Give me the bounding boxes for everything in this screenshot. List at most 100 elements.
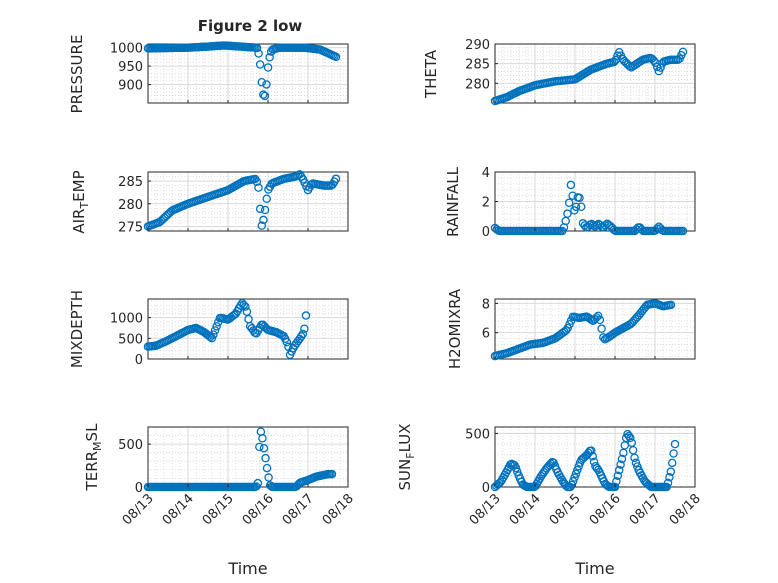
x-axis-label: Time bbox=[227, 559, 267, 578]
data-point bbox=[573, 465, 582, 475]
data-point bbox=[253, 478, 263, 488]
data-point bbox=[575, 193, 584, 203]
data-point bbox=[678, 226, 688, 236]
data-points bbox=[490, 429, 680, 492]
data-point bbox=[631, 458, 641, 467]
y-ticks: 0 500 1000 bbox=[110, 312, 151, 368]
data-point bbox=[258, 434, 267, 443]
x-tick-label: 08/18 bbox=[320, 491, 357, 528]
x-tick-label: 08/14 bbox=[160, 491, 197, 528]
y-tick-label: 285 bbox=[465, 58, 490, 73]
panel-terr-msl: 0 500 TERRMSL 08/13 08/14 08/15 08/16 08/17 08… bbox=[83, 423, 357, 578]
x-tick-label: 08/15 bbox=[547, 491, 584, 528]
axes-box bbox=[147, 298, 349, 360]
data-point bbox=[254, 183, 263, 192]
data-point bbox=[649, 56, 658, 65]
data-point bbox=[260, 205, 270, 215]
data-point bbox=[496, 477, 505, 487]
data-points bbox=[490, 180, 688, 236]
x-tick-label: 08/17 bbox=[280, 491, 317, 528]
data-point bbox=[252, 177, 262, 187]
y-tick-label: 0 bbox=[482, 481, 490, 496]
axes-box bbox=[494, 426, 696, 488]
data-point bbox=[513, 467, 522, 477]
data-points bbox=[143, 41, 341, 101]
data-point bbox=[261, 453, 270, 463]
axes-box bbox=[494, 298, 696, 360]
y-axis-label: PRESSURE bbox=[68, 35, 86, 114]
y-tick-label: 2 bbox=[482, 196, 490, 211]
data-point bbox=[626, 433, 635, 443]
y-tick-label: 280 bbox=[118, 198, 143, 213]
data-point bbox=[259, 215, 268, 225]
data-point bbox=[300, 324, 309, 334]
x-tick-label: 08/14 bbox=[507, 491, 544, 528]
data-point bbox=[236, 301, 245, 310]
data-point bbox=[669, 449, 678, 458]
data-point bbox=[630, 453, 639, 462]
data-point bbox=[262, 194, 271, 204]
data-point bbox=[614, 465, 624, 475]
x-ticks: 08/13 08/14 08/15 08/16 08/17 08/18 bbox=[120, 491, 357, 528]
grid bbox=[494, 43, 696, 104]
data-point bbox=[263, 63, 273, 72]
data-point bbox=[576, 202, 586, 211]
data-point bbox=[262, 463, 272, 473]
data-point bbox=[571, 469, 581, 479]
data-point bbox=[663, 478, 673, 488]
data-point bbox=[327, 469, 337, 479]
data-point bbox=[257, 77, 266, 87]
data-points bbox=[143, 299, 311, 360]
data-point bbox=[665, 473, 674, 482]
data-point bbox=[588, 451, 597, 461]
y-axis-label: MIXDEPTH bbox=[68, 290, 86, 368]
data-point bbox=[241, 302, 250, 311]
x-tick-label: 08/17 bbox=[627, 491, 664, 528]
y-ticks: 275 280 285 bbox=[118, 175, 151, 235]
axes-box bbox=[494, 43, 696, 104]
y-tick-label: 4 bbox=[482, 166, 490, 181]
grid bbox=[494, 427, 696, 488]
data-point bbox=[666, 300, 676, 310]
figure-title: Figure 2 low bbox=[198, 17, 303, 35]
data-point bbox=[566, 180, 576, 190]
data-points bbox=[490, 47, 688, 106]
y-tick-label: 290 bbox=[465, 38, 490, 53]
grid bbox=[494, 299, 696, 359]
data-point bbox=[511, 463, 521, 473]
data-point bbox=[666, 467, 676, 476]
y-axis-label: AIRTEMP bbox=[70, 170, 91, 233]
data-point bbox=[260, 91, 270, 101]
data-point bbox=[613, 471, 623, 481]
data-point bbox=[564, 198, 574, 207]
data-point bbox=[597, 324, 606, 333]
y-tick-label: 0 bbox=[482, 225, 490, 240]
data-point bbox=[609, 57, 619, 67]
y-axis-label: H2OMIXRA bbox=[446, 288, 464, 369]
y-tick-label: 0 bbox=[135, 353, 143, 368]
y-ticks: 68 bbox=[482, 297, 498, 342]
y-tick-label: 500 bbox=[465, 427, 490, 442]
y-tick-label: 1000 bbox=[110, 312, 143, 327]
data-point bbox=[580, 453, 589, 462]
panel-sun-flux: 0 500 SUNFLUX 08/13 08/14 08/15 08/16 08/17 08… bbox=[396, 424, 704, 578]
data-point bbox=[493, 480, 503, 489]
data-point bbox=[212, 322, 221, 331]
data-point bbox=[612, 477, 621, 486]
y-tick-label: 6 bbox=[482, 327, 490, 342]
y-tick-label: 8 bbox=[482, 297, 490, 312]
y-tick-label: 500 bbox=[118, 332, 143, 347]
data-point bbox=[301, 311, 311, 320]
data-point bbox=[587, 446, 596, 455]
data-point bbox=[595, 315, 605, 325]
y-axis-label: TERRMSL bbox=[83, 423, 104, 492]
y-tick-label: 500 bbox=[118, 438, 143, 453]
x-tick-label: 08/18 bbox=[667, 491, 704, 528]
x-tick-label: 08/16 bbox=[587, 491, 624, 528]
y-tick-label: 950 bbox=[118, 60, 143, 75]
data-point bbox=[563, 209, 572, 218]
data-point bbox=[255, 442, 264, 452]
panel-h2omixra: 68 H2OMIXRA bbox=[446, 288, 696, 369]
x-tick-label: 08/13 bbox=[467, 491, 504, 528]
